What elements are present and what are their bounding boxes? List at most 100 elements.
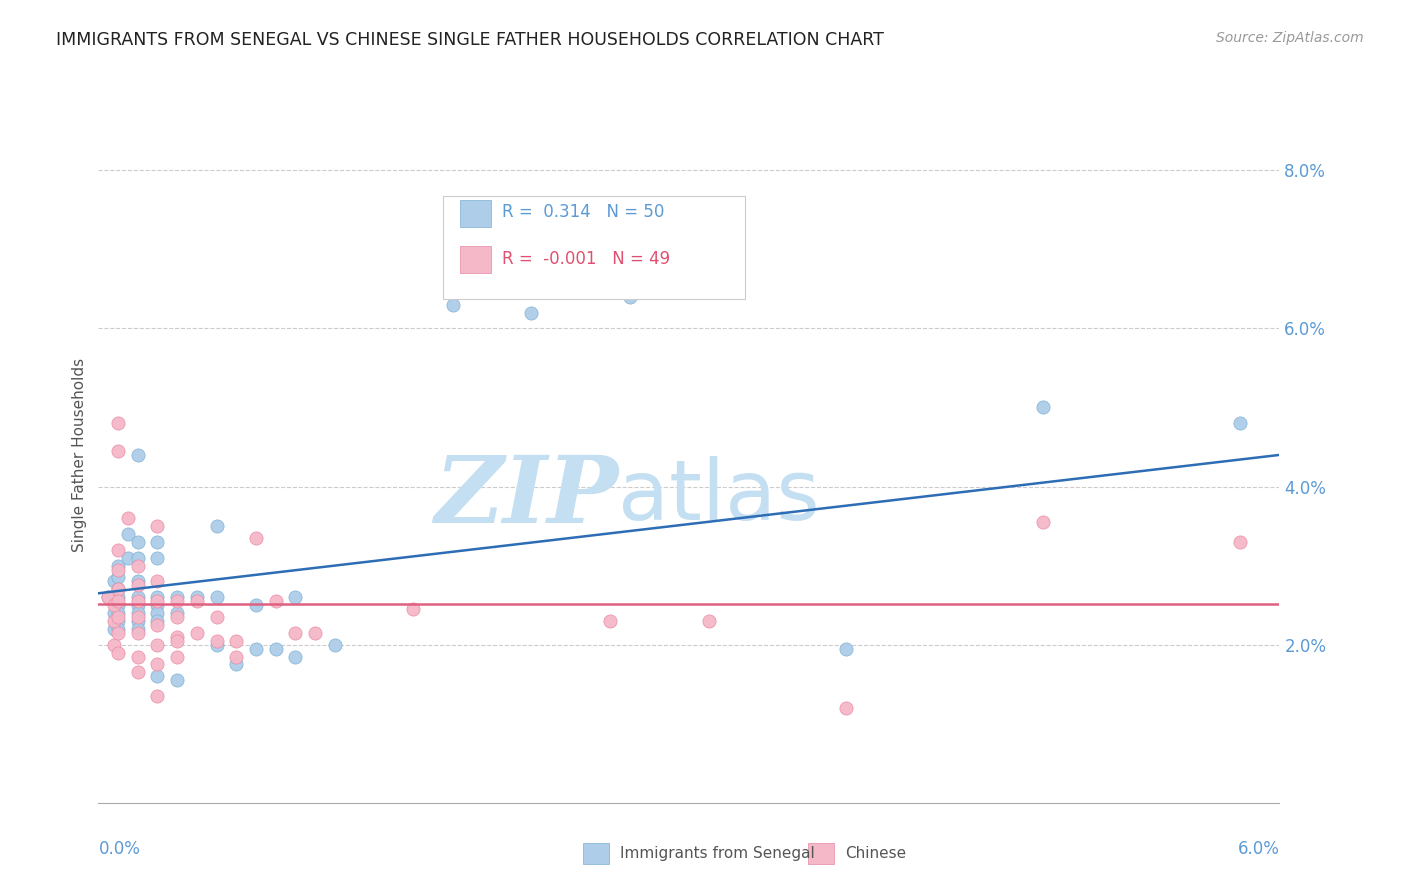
Point [245, 598, 267, 612]
Point [103, 638, 125, 652]
Y-axis label: Single Father Households: Single Father Households [72, 358, 87, 552]
Point [127, 598, 149, 612]
Point [103, 598, 125, 612]
Text: Source: ZipAtlas.com: Source: ZipAtlas.com [1216, 31, 1364, 45]
Point [107, 582, 129, 597]
Point [225, 649, 247, 664]
Point [107, 598, 129, 612]
Point [117, 550, 139, 565]
Text: R =  0.314   N = 50: R = 0.314 N = 50 [502, 203, 664, 221]
Point [441, 298, 464, 312]
Point [166, 606, 188, 620]
Point [835, 641, 858, 656]
Point [186, 594, 208, 608]
Point [1229, 534, 1251, 549]
Point [146, 614, 169, 628]
Point [107, 606, 129, 620]
Point [264, 641, 287, 656]
Point [284, 625, 307, 640]
Point [127, 594, 149, 608]
Point [146, 591, 169, 605]
Point [166, 610, 188, 624]
Point [697, 614, 720, 628]
Point [103, 622, 125, 636]
Point [205, 638, 228, 652]
Point [284, 591, 307, 605]
Point [146, 669, 169, 683]
Point [166, 594, 188, 608]
Point [107, 563, 129, 577]
Point [127, 610, 149, 624]
Point [245, 531, 267, 545]
Point [107, 614, 129, 628]
Text: 0.0%: 0.0% [98, 840, 141, 858]
Point [225, 657, 247, 672]
Point [225, 633, 247, 648]
Point [146, 689, 169, 703]
Point [166, 633, 188, 648]
Point [205, 610, 228, 624]
Text: R =  -0.001   N = 49: R = -0.001 N = 49 [502, 250, 671, 268]
Point [205, 519, 228, 533]
Point [107, 610, 129, 624]
Point [127, 558, 149, 573]
Point [323, 638, 346, 652]
Point [146, 657, 169, 672]
Point [186, 591, 208, 605]
Point [127, 622, 149, 636]
Point [107, 591, 129, 605]
Point [619, 290, 641, 304]
Point [127, 665, 149, 680]
Point [205, 591, 228, 605]
Point [186, 625, 208, 640]
Point [127, 578, 149, 592]
Point [264, 594, 287, 608]
Point [103, 614, 125, 628]
Text: Immigrants from Senegal: Immigrants from Senegal [620, 847, 815, 861]
Point [127, 614, 149, 628]
Point [127, 534, 149, 549]
Point [146, 574, 169, 589]
Point [146, 550, 169, 565]
Point [127, 606, 149, 620]
Point [146, 519, 169, 533]
Point [166, 630, 188, 644]
Point [107, 417, 129, 431]
Point [103, 574, 125, 589]
Point [166, 673, 188, 688]
Point [107, 594, 129, 608]
Point [127, 591, 149, 605]
Point [117, 527, 139, 541]
Point [599, 614, 621, 628]
Point [166, 591, 188, 605]
Text: atlas: atlas [619, 456, 820, 537]
Point [107, 570, 129, 584]
Point [97, 591, 120, 605]
Point [1229, 417, 1251, 431]
Text: Chinese: Chinese [845, 847, 905, 861]
Point [146, 598, 169, 612]
Point [127, 550, 149, 565]
Point [107, 542, 129, 557]
Text: IMMIGRANTS FROM SENEGAL VS CHINESE SINGLE FATHER HOUSEHOLDS CORRELATION CHART: IMMIGRANTS FROM SENEGAL VS CHINESE SINGL… [56, 31, 884, 49]
Point [107, 444, 129, 458]
Point [146, 594, 169, 608]
Point [107, 625, 129, 640]
Point [146, 638, 169, 652]
Point [146, 534, 169, 549]
Point [304, 625, 326, 640]
Point [205, 633, 228, 648]
Point [127, 448, 149, 462]
Point [146, 618, 169, 632]
Point [127, 625, 149, 640]
Point [835, 701, 858, 715]
Point [520, 305, 543, 319]
Point [107, 582, 129, 597]
Point [107, 622, 129, 636]
Text: ZIP: ZIP [434, 451, 619, 541]
Point [1032, 401, 1054, 415]
Point [127, 649, 149, 664]
Point [245, 641, 267, 656]
Point [107, 646, 129, 660]
Point [97, 591, 120, 605]
